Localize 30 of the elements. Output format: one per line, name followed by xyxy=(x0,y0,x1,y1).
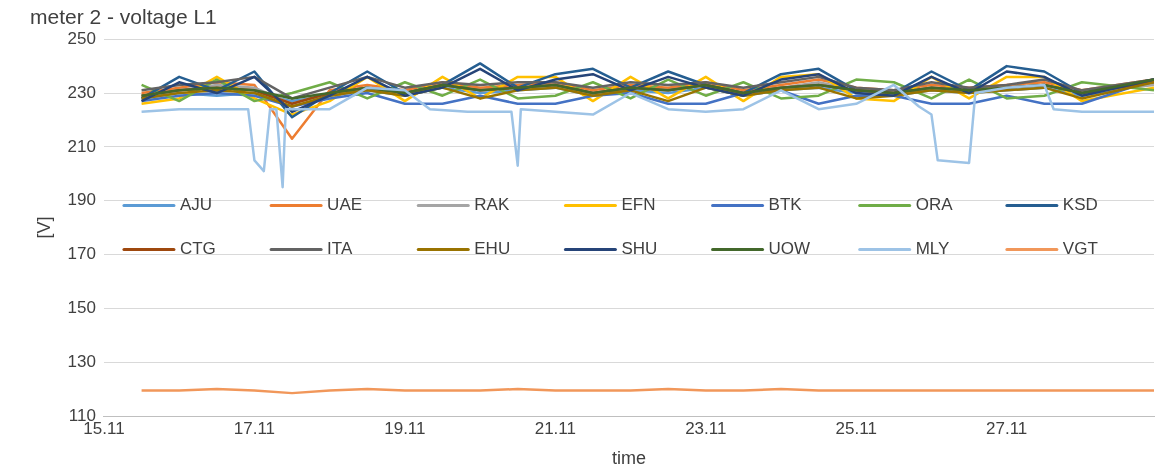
y-tick-label: 230 xyxy=(67,82,96,102)
y-tick-label: 150 xyxy=(67,298,96,318)
legend-label: ITA xyxy=(327,239,353,259)
x-tick-label: 17.11 xyxy=(233,418,276,438)
y-tick-label: 130 xyxy=(67,351,96,371)
x-tick-label: 25.11 xyxy=(835,418,877,438)
x-axis-title: time xyxy=(611,448,646,469)
legend-label: BTK xyxy=(768,195,803,215)
legend-label: ORA xyxy=(915,195,954,215)
y-tick-label: 210 xyxy=(67,136,96,156)
legend-label: VGT xyxy=(1062,239,1098,259)
legend-label: MLY xyxy=(915,239,950,259)
legend-label: CTG xyxy=(179,239,216,259)
y-tick-label: 250 xyxy=(67,28,96,48)
chart-title: meter 2 - voltage L1 xyxy=(30,5,217,29)
legend-label: RAK xyxy=(474,195,510,215)
legend-label: EFN xyxy=(621,195,656,215)
x-tick-label: 27.11 xyxy=(986,418,1028,438)
legend-label: EHU xyxy=(474,239,511,259)
x-tick-label: 21.11 xyxy=(534,418,576,438)
y-tick-label: 170 xyxy=(67,244,96,264)
y-axis-title: [V] xyxy=(33,216,54,239)
x-tick-label: 19.11 xyxy=(384,418,426,438)
legend-label: KSD xyxy=(1062,195,1098,215)
y-tick-label: 190 xyxy=(67,190,96,210)
legend-label: AJU xyxy=(179,195,213,215)
x-tick-label: 23.11 xyxy=(685,418,727,438)
legend-label: UOW xyxy=(768,239,811,259)
legend-label: UAE xyxy=(327,195,363,215)
legend-label: SHU xyxy=(621,239,658,259)
